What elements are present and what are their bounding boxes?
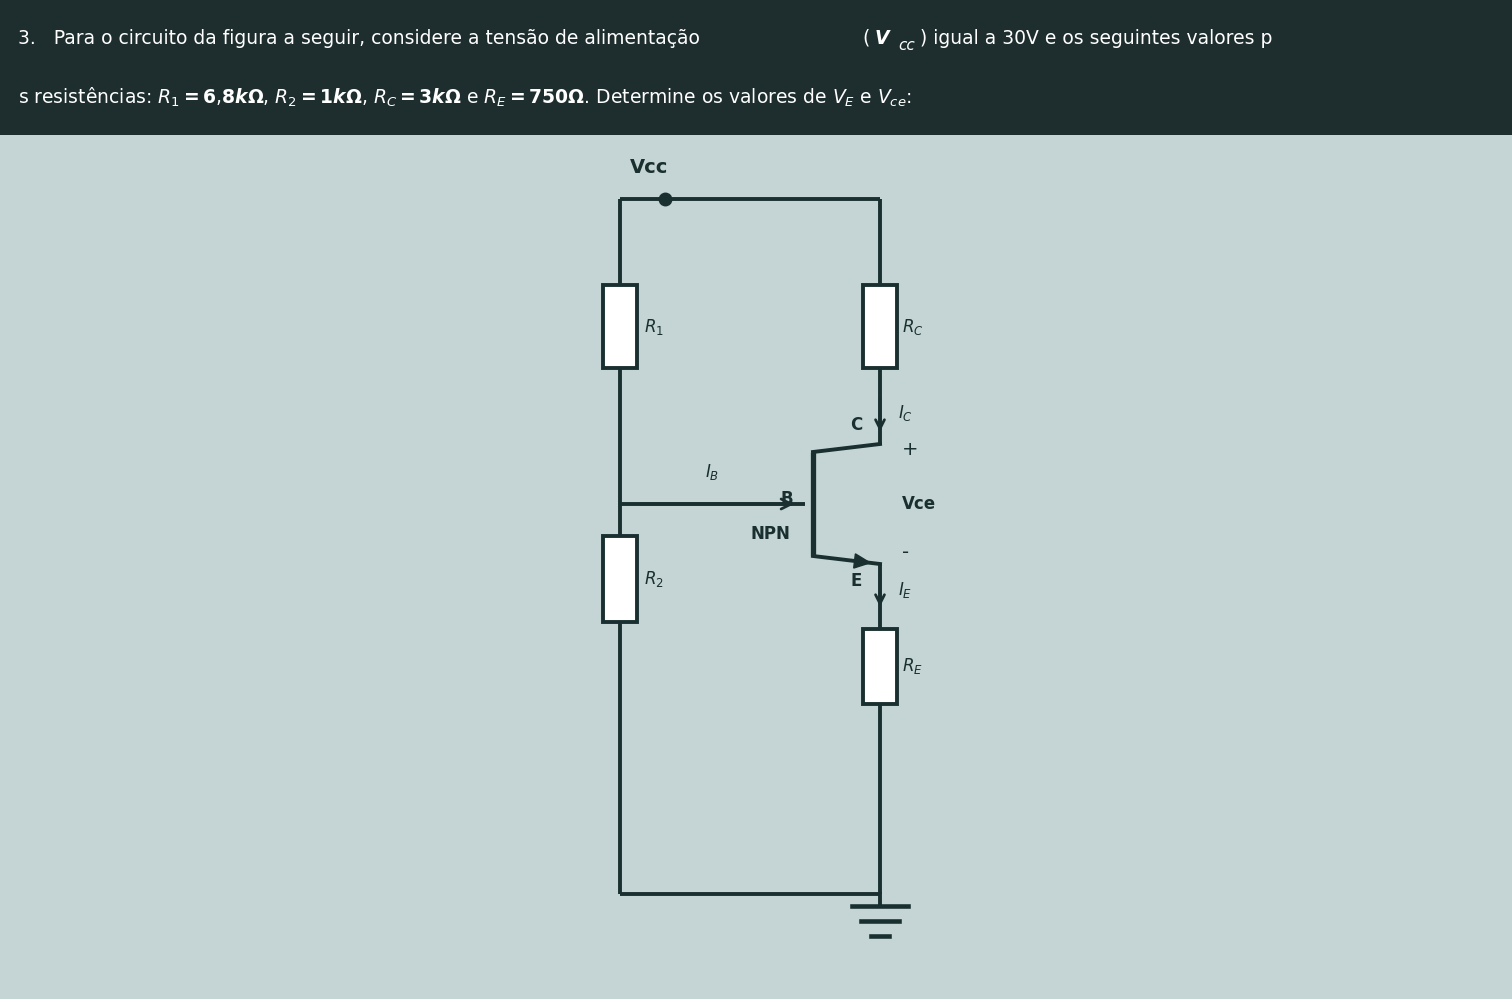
Text: C: C [850, 416, 862, 434]
Text: NPN: NPN [750, 525, 789, 543]
Bar [0, 0, 1512, 135]
Bar [863, 286, 897, 368]
Bar [863, 628, 897, 704]
Polygon shape [854, 553, 869, 568]
Text: ) igual a 30V e os seguintes valores p: ) igual a 30V e os seguintes valores p [919, 29, 1273, 48]
Text: $R_2$: $R_2$ [644, 569, 664, 589]
Text: $I_E$: $I_E$ [898, 579, 912, 599]
Text: $I_C$: $I_C$ [898, 403, 913, 423]
Text: -: - [903, 542, 909, 561]
Bar [603, 286, 637, 368]
Text: Vcc: Vcc [631, 158, 668, 177]
Text: $I_B$: $I_B$ [706, 462, 720, 482]
Text: $R_1$: $R_1$ [644, 317, 664, 337]
Text: Vce: Vce [903, 495, 936, 513]
Text: s resistências: $\boldsymbol{R_1 = 6{,}8k\Omega}$, $\boldsymbol{R_2 = 1k\Omega}$: s resistências: $\boldsymbol{R_1 = 6{,}8… [18, 85, 912, 109]
Text: V: V [875, 29, 889, 48]
Text: +: + [903, 440, 918, 459]
Text: E: E [851, 572, 862, 590]
Bar [603, 536, 637, 622]
Text: cc: cc [898, 38, 915, 53]
Text: $R_E$: $R_E$ [903, 656, 922, 676]
Text: (: ( [862, 29, 869, 48]
Text: B: B [780, 490, 792, 508]
Text: $R_C$: $R_C$ [903, 317, 924, 337]
Text: 3.   Para o circuito da figura a seguir, considere a tensão de alimentação: 3. Para o circuito da figura a seguir, c… [18, 29, 706, 48]
